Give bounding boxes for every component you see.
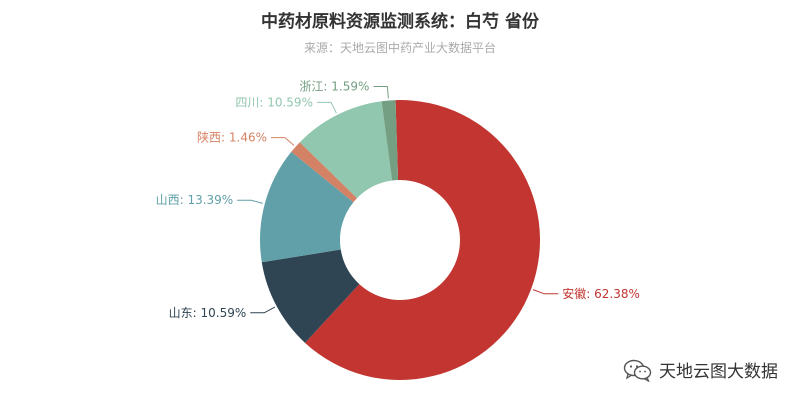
label-line [271,137,295,146]
label-line [373,86,389,99]
label-line [532,289,559,295]
label-line [250,306,276,314]
pie-slice [291,142,358,203]
slice-label: 浙江: 1.59% [299,80,369,94]
label-line [316,101,337,114]
pie-slices [260,100,540,380]
wechat-icon [623,359,652,382]
watermark: 天地云图大数据 [623,357,778,382]
slice-label: 山西: 13.39% [156,193,234,207]
slice-label: 山东: 10.59% [169,306,247,320]
slice-label: 陕西: 1.46% [197,130,267,145]
pie-labels: 安徽: 62.38% 山东: 10.59% 山西: 13.39% 陕西: 1.46% 四… [156,80,640,320]
label-line [237,199,263,204]
pie-slice [381,100,399,181]
chart-title: 中药材原料资源监测系统：白芍 省份 [261,11,540,32]
pie-slice [304,100,540,380]
slice-label: 安徽: 62.38% [562,286,640,301]
chart-subtitle: 来源：天地云图中药产业大数据平台 [304,40,496,55]
pie-slice [261,249,360,343]
pie-slice [260,151,354,263]
pie-slice [299,101,393,199]
slice-label: 四川: 10.59% [235,95,313,109]
watermark-text: 天地云图大数据 [659,362,778,382]
